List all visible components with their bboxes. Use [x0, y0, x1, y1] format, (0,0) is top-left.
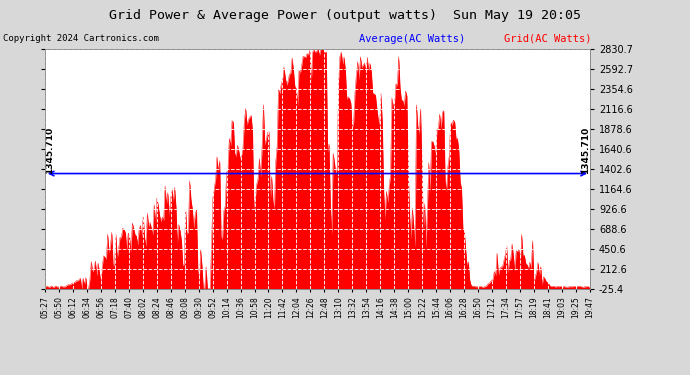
Text: 1345.710: 1345.710 — [581, 126, 590, 174]
Text: Grid(AC Watts): Grid(AC Watts) — [504, 34, 591, 44]
Text: Average(AC Watts): Average(AC Watts) — [359, 34, 465, 44]
Text: 1345.710: 1345.710 — [45, 126, 54, 174]
Text: Grid Power & Average Power (output watts)  Sun May 19 20:05: Grid Power & Average Power (output watts… — [109, 9, 581, 22]
Text: Copyright 2024 Cartronics.com: Copyright 2024 Cartronics.com — [3, 34, 159, 43]
